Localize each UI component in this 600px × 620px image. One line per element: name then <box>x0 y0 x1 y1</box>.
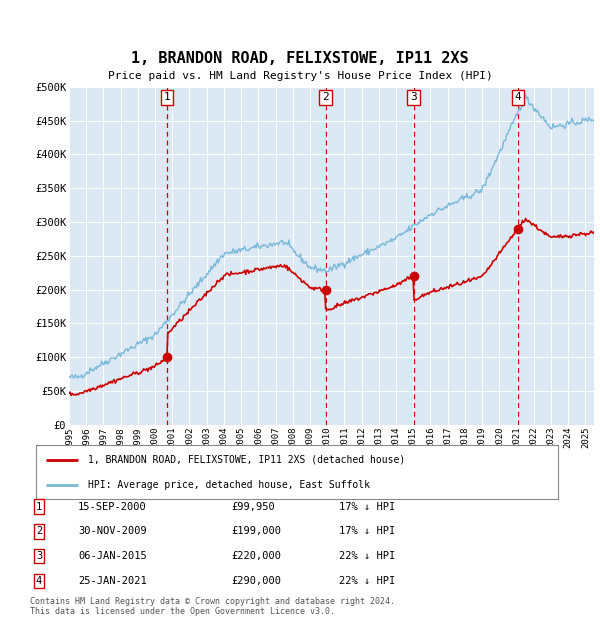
Text: 15-SEP-2000: 15-SEP-2000 <box>78 502 147 512</box>
Text: 06-JAN-2015: 06-JAN-2015 <box>78 551 147 561</box>
Text: £220,000: £220,000 <box>231 551 281 561</box>
Text: 1: 1 <box>36 502 42 512</box>
Text: 1, BRANDON ROAD, FELIXSTOWE, IP11 2XS: 1, BRANDON ROAD, FELIXSTOWE, IP11 2XS <box>131 51 469 66</box>
Text: £290,000: £290,000 <box>231 576 281 586</box>
Text: Price paid vs. HM Land Registry's House Price Index (HPI): Price paid vs. HM Land Registry's House … <box>107 71 493 81</box>
Text: 4: 4 <box>514 92 521 102</box>
Text: 4: 4 <box>36 576 42 586</box>
Text: 22% ↓ HPI: 22% ↓ HPI <box>339 551 395 561</box>
Text: 25-JAN-2021: 25-JAN-2021 <box>78 576 147 586</box>
Text: 17% ↓ HPI: 17% ↓ HPI <box>339 526 395 536</box>
Text: 1, BRANDON ROAD, FELIXSTOWE, IP11 2XS (detached house): 1, BRANDON ROAD, FELIXSTOWE, IP11 2XS (d… <box>88 455 406 465</box>
Text: 22% ↓ HPI: 22% ↓ HPI <box>339 576 395 586</box>
Text: This data is licensed under the Open Government Licence v3.0.: This data is licensed under the Open Gov… <box>30 606 335 616</box>
Text: 3: 3 <box>410 92 417 102</box>
Text: 3: 3 <box>36 551 42 561</box>
Text: £199,000: £199,000 <box>231 526 281 536</box>
Text: £99,950: £99,950 <box>231 502 275 512</box>
Text: 17% ↓ HPI: 17% ↓ HPI <box>339 502 395 512</box>
Text: 2: 2 <box>322 92 329 102</box>
Text: 1: 1 <box>164 92 170 102</box>
Text: 2: 2 <box>36 526 42 536</box>
Text: Contains HM Land Registry data © Crown copyright and database right 2024.: Contains HM Land Registry data © Crown c… <box>30 597 395 606</box>
Text: 30-NOV-2009: 30-NOV-2009 <box>78 526 147 536</box>
Text: HPI: Average price, detached house, East Suffolk: HPI: Average price, detached house, East… <box>88 480 370 490</box>
